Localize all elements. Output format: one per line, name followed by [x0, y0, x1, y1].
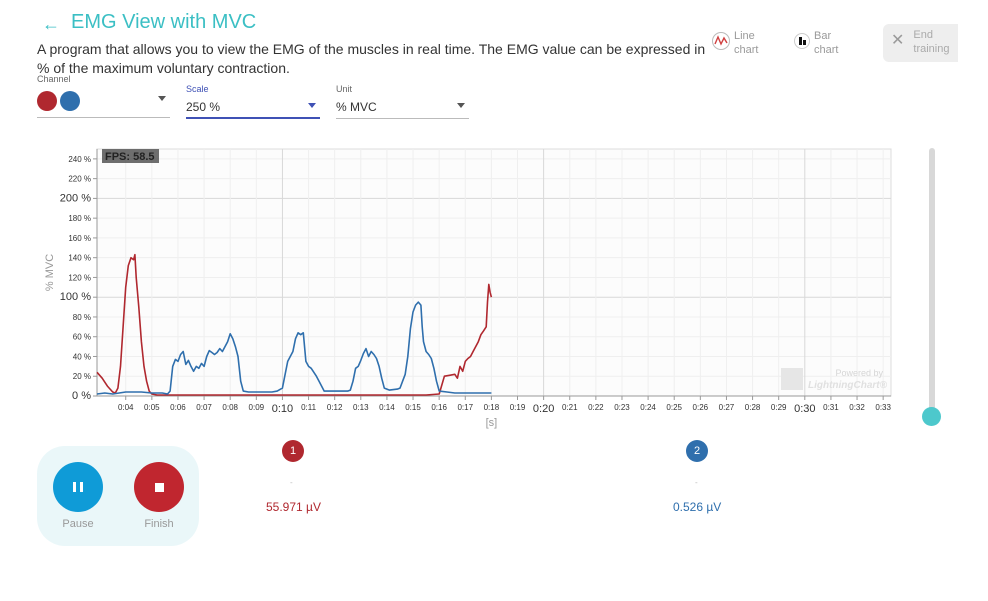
y-tick-label: 140 % — [68, 254, 91, 263]
close-icon: ✕ — [891, 32, 905, 49]
pause-button[interactable] — [53, 462, 103, 512]
line-chart-button[interactable]: Line chart — [712, 29, 758, 57]
x-tick-label: 0:25 — [666, 403, 682, 412]
x-tick-label: 0:15 — [405, 403, 421, 412]
y-tick-label: 60 % — [73, 333, 91, 342]
y-tick-label: 200 % — [60, 192, 91, 204]
y-tick-label: 220 % — [68, 175, 91, 184]
line-chart-icon — [712, 32, 730, 50]
y-tick-label: 160 % — [68, 234, 91, 243]
watermark-logo-icon — [781, 368, 803, 390]
x-tick-label: 0:20 — [533, 403, 554, 415]
x-tick-label: 0:08 — [222, 403, 238, 412]
y-tick-label: 180 % — [68, 214, 91, 223]
plot-area — [96, 148, 892, 397]
series-line-1 — [96, 253, 493, 396]
y-tick-label: 240 % — [68, 155, 91, 164]
x-tick-label: 0:07 — [196, 403, 212, 412]
back-arrow-icon[interactable]: ← — [42, 14, 60, 34]
x-tick-label: 0:10 — [272, 403, 293, 415]
x-axis-title: [s] — [486, 417, 498, 429]
fps-label: FPS: 58.5 — [105, 151, 155, 163]
scroll-thumb[interactable] — [922, 407, 941, 426]
x-tick-label: 0:28 — [745, 403, 761, 412]
page-title: EMG View with MVC — [71, 11, 257, 33]
line-chart-label: Line chart — [734, 30, 759, 56]
scale-value: 250 % — [186, 100, 221, 114]
chevron-down-icon — [308, 103, 316, 108]
x-tick-label: 0:32 — [849, 403, 865, 412]
x-tick-label: 0:16 — [431, 403, 447, 412]
x-tick-label: 0:21 — [562, 403, 578, 412]
page-description: A program that allows you to view the EM… — [37, 41, 706, 76]
y-tick-label: 80 % — [73, 313, 91, 322]
x-tick-label: 0:27 — [719, 403, 735, 412]
x-tick-label: 0:05 — [144, 403, 160, 412]
unit-select[interactable]: Unit % MVC — [336, 84, 469, 119]
x-tick-label: 0:18 — [484, 403, 500, 412]
channel-1-value: 55.971 µV — [266, 500, 321, 514]
bar-chart-button[interactable]: Bar chart — [794, 29, 838, 57]
x-tick-label: 0:06 — [170, 403, 186, 412]
pause-label: Pause — [62, 518, 94, 530]
channel-color-2 — [60, 91, 80, 111]
stop-icon — [154, 482, 164, 492]
end-training-label: End training — [913, 29, 950, 55]
channel-2-dash: - — [695, 478, 698, 487]
x-tick-label: 0:24 — [640, 403, 656, 412]
x-tick-label: 0:22 — [588, 403, 604, 412]
channel-2-value: 0.526 µV — [673, 500, 722, 514]
chevron-down-icon — [457, 103, 465, 108]
channel-color-1 — [37, 91, 57, 111]
bar-chart-icon — [794, 33, 810, 49]
unit-caption: Unit — [336, 84, 353, 94]
x-tick-label: 0:13 — [353, 403, 369, 412]
scale-caption: Scale — [186, 84, 209, 94]
y-tick-label: 0 % — [72, 390, 91, 402]
channel-2-badge: 2 — [686, 440, 708, 462]
pause-icon — [73, 482, 83, 492]
control-panel: Pause Finish — [37, 446, 199, 546]
x-tick-label: 0:31 — [823, 403, 839, 412]
bar-chart-label: Bar chart — [814, 30, 839, 56]
y-tick-label: 120 % — [68, 273, 91, 282]
end-training-button[interactable]: ✕ End training — [883, 24, 958, 62]
channel-1-badge: 1 — [282, 440, 304, 462]
vertical-scrollbar[interactable] — [929, 148, 935, 416]
scale-select[interactable]: Scale 250 % — [186, 84, 320, 119]
y-axis-title: % MVC — [44, 254, 56, 291]
y-tick-label: 20 % — [73, 372, 91, 381]
finish-label: Finish — [144, 518, 174, 530]
fps-overlay-box — [102, 149, 159, 163]
channel-select[interactable]: Channel — [37, 74, 170, 118]
x-tick-label: 0:23 — [614, 403, 630, 412]
x-tick-label: 0:30 — [794, 403, 815, 415]
watermark-line-2: LightningChart® — [808, 380, 888, 391]
chevron-down-icon — [158, 96, 166, 101]
x-tick-label: 0:29 — [771, 403, 787, 412]
x-tick-label: 0:33 — [875, 403, 891, 412]
series-line-2 — [96, 301, 492, 395]
x-tick-label: 0:12 — [327, 403, 343, 412]
channel-caption: Channel — [37, 74, 71, 84]
emg-line-chart[interactable]: 0 % 20 % 40 % 60 % 80 % 100 % 120 % 140 % 160 % 1… — [40, 145, 900, 435]
x-tick-label: 0:26 — [693, 403, 709, 412]
x-tick-label: 0:19 — [510, 403, 526, 412]
x-tick-label: 0:11 — [301, 403, 317, 412]
y-tick-label: 40 % — [73, 352, 91, 361]
y-tick-label: 100 % — [60, 291, 91, 303]
x-tick-label: 0:17 — [457, 403, 473, 412]
channel-1-dash: - — [290, 478, 293, 487]
finish-button[interactable] — [134, 462, 184, 512]
watermark-line-1: Powered by — [835, 368, 883, 378]
x-tick-label: 0:04 — [118, 403, 134, 412]
unit-value: % MVC — [336, 100, 377, 114]
x-tick-label: 0:14 — [379, 403, 395, 412]
x-tick-label: 0:09 — [249, 403, 265, 412]
